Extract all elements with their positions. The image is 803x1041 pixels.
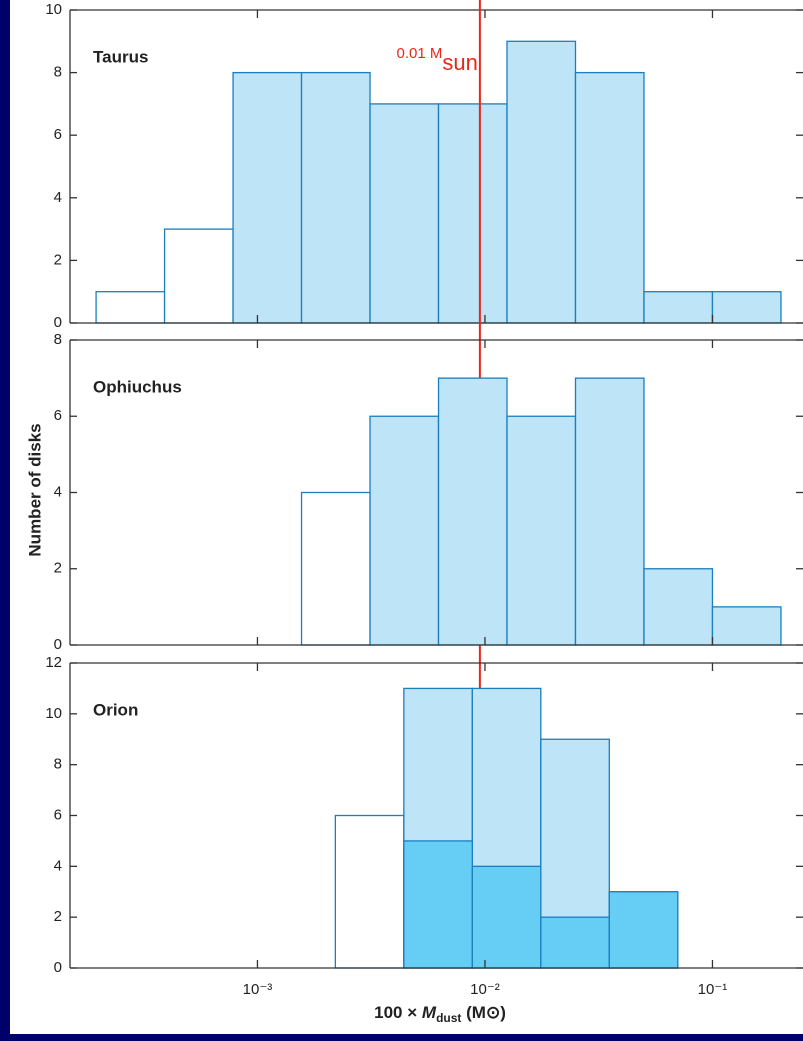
- y-tick-label: 10: [45, 1, 62, 18]
- bar: [643, 291, 714, 324]
- y-tick-label: 2: [54, 251, 62, 268]
- annotation-sub: sun: [442, 50, 477, 75]
- annotation-text: 0.01 Msun: [397, 45, 478, 75]
- bar: [369, 415, 440, 646]
- bar: [540, 916, 610, 969]
- bar: [711, 291, 782, 324]
- bar: [574, 71, 645, 324]
- bar: [643, 568, 714, 646]
- y-tick-label: 0: [54, 636, 62, 653]
- y-axis-label: Number of disks: [25, 423, 44, 556]
- y-tick-label: 0: [54, 314, 62, 331]
- x-tick-label: 10⁻²: [470, 981, 500, 998]
- bar: [163, 228, 234, 324]
- y-tick-label: 8: [54, 331, 62, 348]
- bar: [300, 491, 371, 646]
- bar: [574, 377, 645, 646]
- panel-title: Taurus: [93, 47, 148, 66]
- x-tick-label: 10⁻³: [243, 981, 273, 998]
- panel-title: Orion: [93, 700, 138, 719]
- bar: [334, 814, 405, 969]
- x-label-main: 100 ×: [374, 1003, 422, 1022]
- y-tick-label: 12: [45, 654, 62, 671]
- bar: [711, 606, 782, 646]
- bar: [437, 103, 508, 324]
- x-axis-label: 100 × Mdust (M⊙): [374, 1003, 506, 1025]
- bar: [506, 415, 577, 646]
- annotation-main: 0.01 M: [397, 45, 443, 62]
- y-tick-label: 2: [54, 908, 62, 925]
- y-tick-label: 8: [54, 64, 62, 81]
- y-tick-label: 8: [54, 756, 62, 773]
- bar: [300, 71, 371, 324]
- y-tick-label: 6: [54, 407, 62, 424]
- bar: [506, 40, 577, 324]
- bar: [403, 840, 473, 969]
- y-tick-label: 6: [54, 126, 62, 143]
- bar: [232, 71, 303, 324]
- bar: [608, 891, 679, 969]
- x-label-sub: dust: [436, 1011, 461, 1025]
- y-tick-label: 2: [54, 560, 62, 577]
- y-tick-label: 4: [54, 483, 62, 500]
- panel-title: Ophiuchus: [93, 377, 182, 396]
- y-tick-label: 4: [54, 189, 62, 206]
- x-tick-label: 10⁻¹: [698, 981, 728, 998]
- bar: [437, 377, 508, 646]
- bar: [471, 865, 542, 969]
- bar: [95, 291, 166, 324]
- y-tick-label: 6: [54, 806, 62, 823]
- y-tick-label: 4: [54, 857, 62, 874]
- y-tick-label: 10: [45, 705, 62, 722]
- x-label-unit: (M⊙): [461, 1003, 505, 1022]
- x-label-var: M: [422, 1003, 437, 1022]
- bar: [369, 103, 440, 324]
- y-tick-label: 0: [54, 959, 62, 976]
